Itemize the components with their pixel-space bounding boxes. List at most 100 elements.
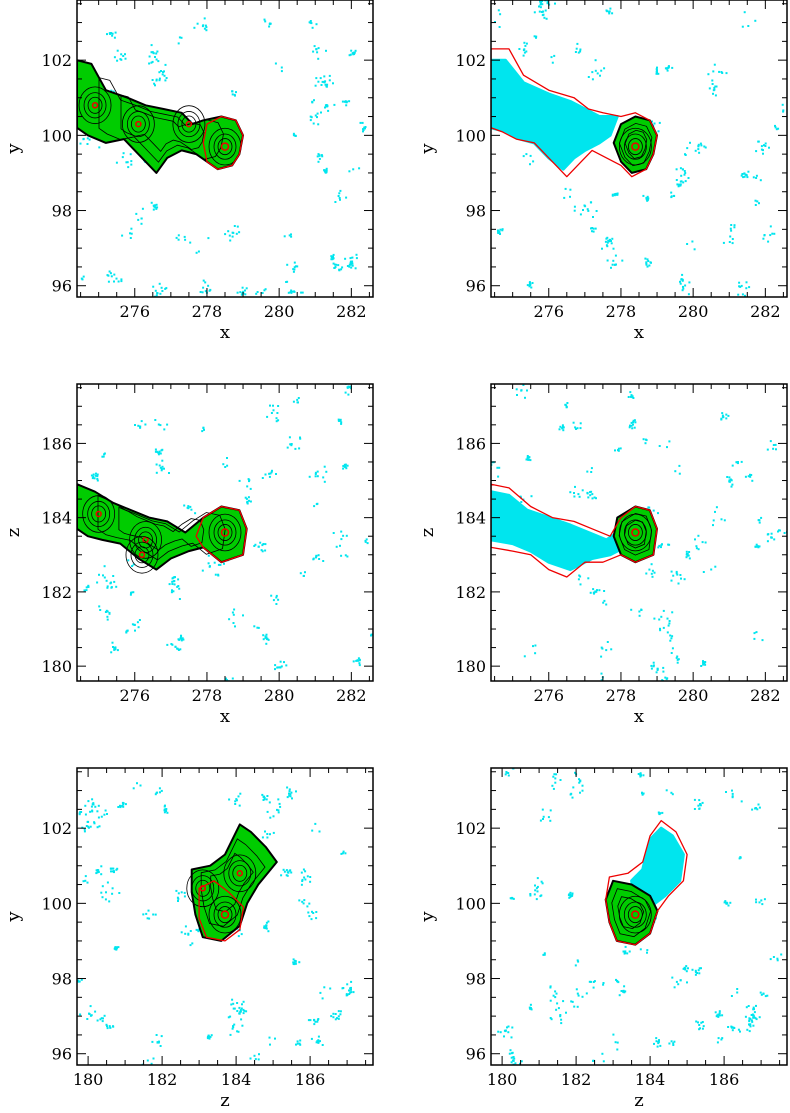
particle (150, 201, 153, 204)
particle (338, 197, 341, 199)
particle (308, 915, 311, 918)
particle (349, 257, 352, 260)
density-contour (210, 852, 254, 913)
particle (109, 272, 112, 275)
particle (227, 230, 230, 233)
particle (754, 1017, 757, 1020)
y-tick-label: 100 (455, 126, 486, 145)
particle (104, 611, 107, 613)
particle (233, 1023, 236, 1026)
x-tick-label: 276 (119, 686, 150, 705)
particle (679, 167, 682, 170)
particle (697, 534, 700, 537)
particle (611, 12, 614, 15)
particle (91, 477, 94, 480)
particle (730, 485, 733, 488)
particle (283, 235, 286, 238)
particle (538, 5, 540, 8)
particle (714, 510, 716, 513)
particle (611, 193, 614, 196)
particle (201, 569, 204, 572)
particle (82, 275, 85, 278)
particle (351, 260, 354, 263)
particle (543, 16, 546, 19)
particle (231, 611, 234, 614)
particle (225, 679, 228, 681)
particle (659, 1044, 662, 1047)
particle (166, 811, 169, 814)
particle (566, 402, 569, 404)
particle (286, 446, 289, 449)
particle (598, 685, 600, 687)
particle (106, 615, 109, 618)
particle (148, 55, 151, 58)
particle (307, 911, 310, 914)
particle (112, 646, 114, 648)
particle (237, 795, 240, 798)
particle (657, 130, 660, 133)
y-tick-label: 102 (455, 819, 486, 838)
particle (87, 820, 90, 823)
particle (634, 421, 637, 424)
particle (667, 66, 670, 69)
particle (178, 587, 181, 590)
particle (287, 291, 290, 294)
particle (108, 1025, 111, 1028)
peak-contour (129, 521, 162, 559)
particle (231, 998, 234, 1001)
particle (700, 1021, 703, 1024)
particle (111, 870, 114, 873)
particle (205, 29, 208, 32)
particle (629, 424, 631, 427)
particle (110, 870, 112, 873)
particle (532, 645, 534, 648)
particle (536, 877, 539, 880)
x-tick-label: 282 (336, 686, 367, 705)
particle (158, 787, 161, 790)
particle (299, 1039, 302, 1042)
plot-area (497, 768, 783, 1065)
particle (498, 26, 501, 28)
particle (350, 991, 353, 994)
particle (147, 909, 150, 912)
particle (748, 1020, 751, 1023)
particle (730, 229, 733, 232)
particle (126, 629, 129, 632)
particle (686, 981, 688, 984)
particle (624, 945, 627, 948)
particle (265, 925, 268, 928)
particle (314, 84, 317, 87)
particle (770, 536, 773, 539)
particle (507, 1031, 510, 1034)
particle-field (497, 768, 783, 1065)
particle (695, 547, 698, 550)
particle (171, 583, 174, 585)
particle (553, 54, 556, 57)
particle (342, 534, 345, 537)
particle (245, 1010, 248, 1013)
particle (165, 77, 168, 79)
y-axis-label: y (417, 911, 438, 923)
particle (697, 548, 700, 551)
particle (248, 479, 251, 482)
particle (592, 1059, 595, 1062)
particle (87, 825, 90, 828)
particle (162, 71, 164, 74)
particle (347, 393, 350, 396)
particle (686, 554, 689, 557)
particle (747, 475, 750, 478)
particle (230, 1003, 233, 1006)
particle (261, 292, 264, 294)
particle (610, 648, 613, 651)
particle (679, 180, 682, 183)
particle (595, 210, 598, 212)
particle (324, 80, 327, 83)
particle (569, 793, 572, 796)
particle (317, 1018, 320, 1020)
particle (542, 815, 545, 818)
particle (113, 871, 115, 874)
particle (304, 870, 307, 873)
x-tick-label: 186 (709, 1070, 740, 1089)
particle (110, 867, 112, 870)
